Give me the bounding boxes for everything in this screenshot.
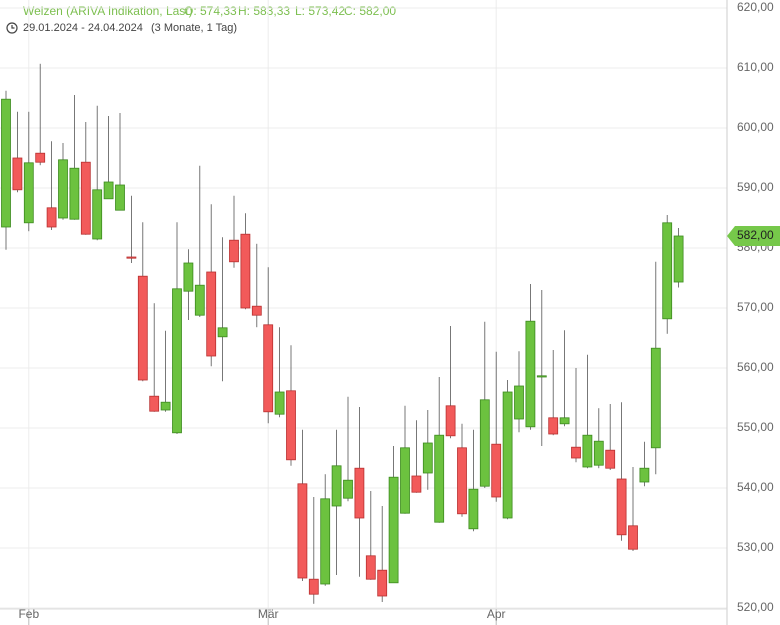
candle-body <box>263 324 274 413</box>
header-value: C: 582,00 <box>344 4 396 18</box>
y-tick-label: 550,00 <box>737 420 774 434</box>
candle-body <box>251 305 262 316</box>
candle-body <box>80 161 91 235</box>
candle-body <box>605 449 616 469</box>
candle-body <box>514 385 524 420</box>
candle-body <box>673 235 684 283</box>
candle-body <box>149 395 160 412</box>
candle-body <box>240 233 251 309</box>
candle-body <box>229 239 239 263</box>
candle-body <box>58 159 68 219</box>
candle-body <box>35 152 46 163</box>
candle-body <box>559 417 570 425</box>
candle-body <box>286 390 296 461</box>
candle-body <box>172 288 182 434</box>
candle-body <box>92 189 103 240</box>
candle-body <box>593 440 604 466</box>
candle-body <box>194 284 205 316</box>
candle-body <box>365 555 376 580</box>
last-price-label: 582,00 <box>737 228 774 242</box>
y-tick-label: 610,00 <box>737 60 774 74</box>
candle-body <box>536 375 547 378</box>
candle-body <box>12 157 23 191</box>
candle-body <box>434 434 445 523</box>
candle-body <box>46 207 57 228</box>
candle-body <box>1 98 11 228</box>
header-value: H: 583,33 <box>238 4 290 18</box>
header-value: O: 574,33 <box>184 4 237 18</box>
candle-body <box>23 162 34 224</box>
candle-body <box>445 405 456 437</box>
candle-body <box>468 488 479 530</box>
y-tick-label: 620,00 <box>737 0 774 14</box>
candle-body <box>297 483 308 579</box>
candle-body <box>377 569 388 597</box>
candle-body <box>400 447 410 514</box>
clock-icon <box>6 22 18 34</box>
candle-body <box>582 434 593 468</box>
x-tick-label: Mär <box>258 607 279 621</box>
x-tick-label: Feb <box>18 607 39 621</box>
header-value: L: 573,42 <box>295 4 345 18</box>
candle-body <box>137 275 148 381</box>
subtitle: 29.01.2024 - 24.04.2024 <box>23 22 143 34</box>
candle-body <box>320 498 331 585</box>
candle-body <box>331 465 342 507</box>
candle-body <box>571 446 581 459</box>
candle-body <box>525 320 536 428</box>
candle-body <box>502 391 513 519</box>
candle-body <box>103 181 114 200</box>
candle-body <box>628 525 638 550</box>
candle-body <box>160 401 171 411</box>
candle-body <box>183 262 194 292</box>
candle-body <box>639 467 650 483</box>
candle-body <box>411 475 422 493</box>
clock-hands <box>11 25 15 29</box>
candle-body <box>650 347 661 449</box>
chart-title: Weizen (ARIVA Indikation, Last) <box>23 4 193 18</box>
candle-body <box>422 442 433 474</box>
candle-body <box>491 443 502 498</box>
y-tick-label: 520,00 <box>737 600 774 614</box>
candle-body <box>343 479 353 499</box>
candle-body <box>308 578 319 595</box>
candle-body <box>479 399 490 487</box>
candle-body <box>548 417 559 435</box>
y-tick-label: 540,00 <box>737 480 774 494</box>
y-tick-label: 590,00 <box>737 180 774 194</box>
candle-body <box>457 447 467 515</box>
last-price-tag <box>727 226 780 246</box>
candle-body <box>69 167 80 220</box>
candle-body <box>388 476 399 584</box>
y-tick-label: 570,00 <box>737 300 774 314</box>
x-tick-label: Apr <box>487 607 506 621</box>
y-tick-label: 560,00 <box>737 360 774 374</box>
candle-body <box>616 478 627 536</box>
candle-body <box>274 391 285 415</box>
y-tick-label: 530,00 <box>737 540 774 554</box>
y-tick-label: 600,00 <box>737 120 774 134</box>
candle-body <box>354 467 365 519</box>
candle-body <box>126 256 137 259</box>
candle-body <box>115 184 125 211</box>
candle-body <box>662 222 673 320</box>
candle-body <box>217 327 228 338</box>
period: (3 Monate, 1 Tag) <box>151 22 237 34</box>
candle-body <box>206 271 217 357</box>
